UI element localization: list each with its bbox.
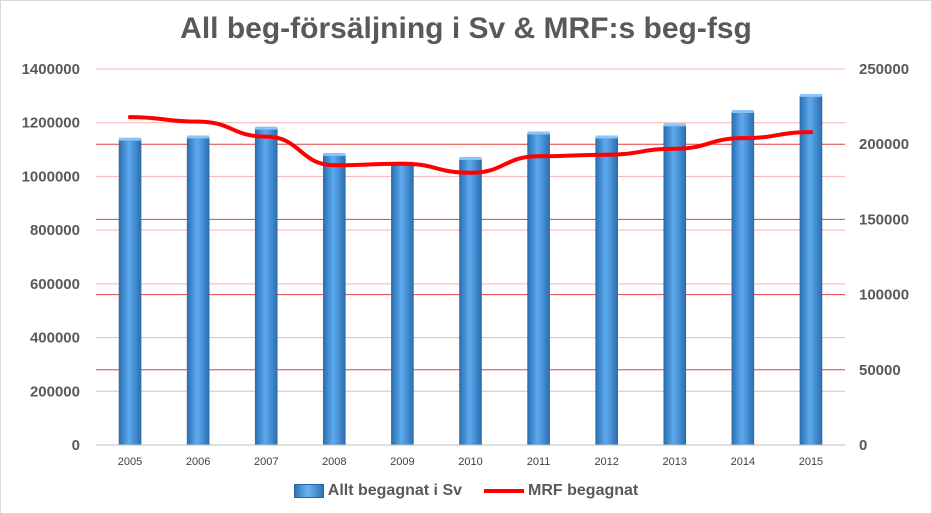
line-point-2008 (332, 163, 337, 168)
bar-top-2007 (255, 126, 278, 130)
bar-2008 (323, 154, 346, 446)
bar-top-2006 (187, 135, 210, 139)
line-point-2007 (264, 134, 269, 139)
left-tick-2: 400000 (30, 330, 80, 347)
bar-top-2012 (595, 135, 618, 139)
legend-label-bars: Allt begagnat i Sv (327, 482, 463, 499)
bar-top-2010 (459, 156, 482, 160)
x-tick-2011: 2011 (527, 456, 551, 468)
line-point-2006 (196, 119, 201, 124)
bar-top-2008 (323, 152, 346, 156)
legend-swatch-bars (293, 484, 324, 498)
x-tick-2013: 2013 (663, 456, 687, 468)
left-tick-1: 200000 (30, 383, 80, 400)
bar-top-2005 (119, 137, 142, 141)
bar-2005 (118, 139, 142, 446)
legend-item-bars: Allt begagnat i Sv (293, 482, 463, 500)
line-point-2013 (672, 146, 677, 151)
right-tick-2: 100000 (859, 287, 909, 304)
left-tick-5: 1000000 (22, 168, 80, 185)
line-point-2009 (400, 161, 405, 166)
bar-top-2013 (663, 123, 686, 127)
line-point-2015 (808, 130, 813, 135)
left-tick-6: 1200000 (22, 115, 80, 132)
legend-item-line: MRF begagnat (484, 482, 638, 500)
left-tick-0: 0 (72, 437, 80, 454)
legend-swatch-line (484, 489, 525, 493)
bar-top-2011 (527, 131, 550, 135)
chart-title: All beg-försäljning i Sv & MRF:s beg-fsg (180, 12, 752, 45)
legend: Allt begagnat i Sv MRF begagnat (0, 482, 932, 500)
line-point-2010 (468, 170, 473, 175)
x-tick-2014: 2014 (731, 456, 755, 468)
line-point-2011 (536, 154, 541, 159)
x-tick-2006: 2006 (186, 456, 210, 468)
x-tick-2007: 2007 (254, 456, 278, 468)
x-tick-2015: 2015 (799, 456, 823, 468)
right-tick-3: 150000 (859, 211, 909, 228)
bar-2015 (799, 95, 823, 446)
bar-2007 (254, 128, 278, 446)
left-tick-3: 600000 (30, 276, 80, 293)
bar-top-2015 (799, 93, 822, 97)
bar-2013 (663, 125, 687, 446)
right-tick-4: 200000 (859, 136, 909, 153)
x-tick-2005: 2005 (118, 456, 142, 468)
line-point-2005 (128, 115, 133, 120)
right-tick-1: 50000 (859, 362, 901, 379)
line-point-2012 (604, 152, 609, 157)
x-tick-2008: 2008 (322, 456, 346, 468)
bar-2014 (731, 111, 755, 446)
bar-2009 (391, 163, 414, 446)
line-point-2014 (740, 136, 745, 141)
x-tick-2009: 2009 (390, 456, 414, 468)
legend-label-line: MRF begagnat (528, 482, 639, 499)
bar-top-2014 (731, 109, 754, 113)
x-tick-2010: 2010 (458, 456, 482, 468)
left-tick-4: 800000 (30, 222, 80, 239)
bar-2010 (459, 158, 482, 446)
left-tick-7: 1400000 (22, 61, 80, 78)
bar-2012 (595, 137, 618, 446)
right-tick-5: 250000 (859, 61, 909, 78)
x-tick-2012: 2012 (594, 456, 618, 468)
bar-2011 (527, 133, 550, 446)
bar-2006 (186, 137, 210, 446)
right-tick-0: 0 (859, 437, 867, 454)
